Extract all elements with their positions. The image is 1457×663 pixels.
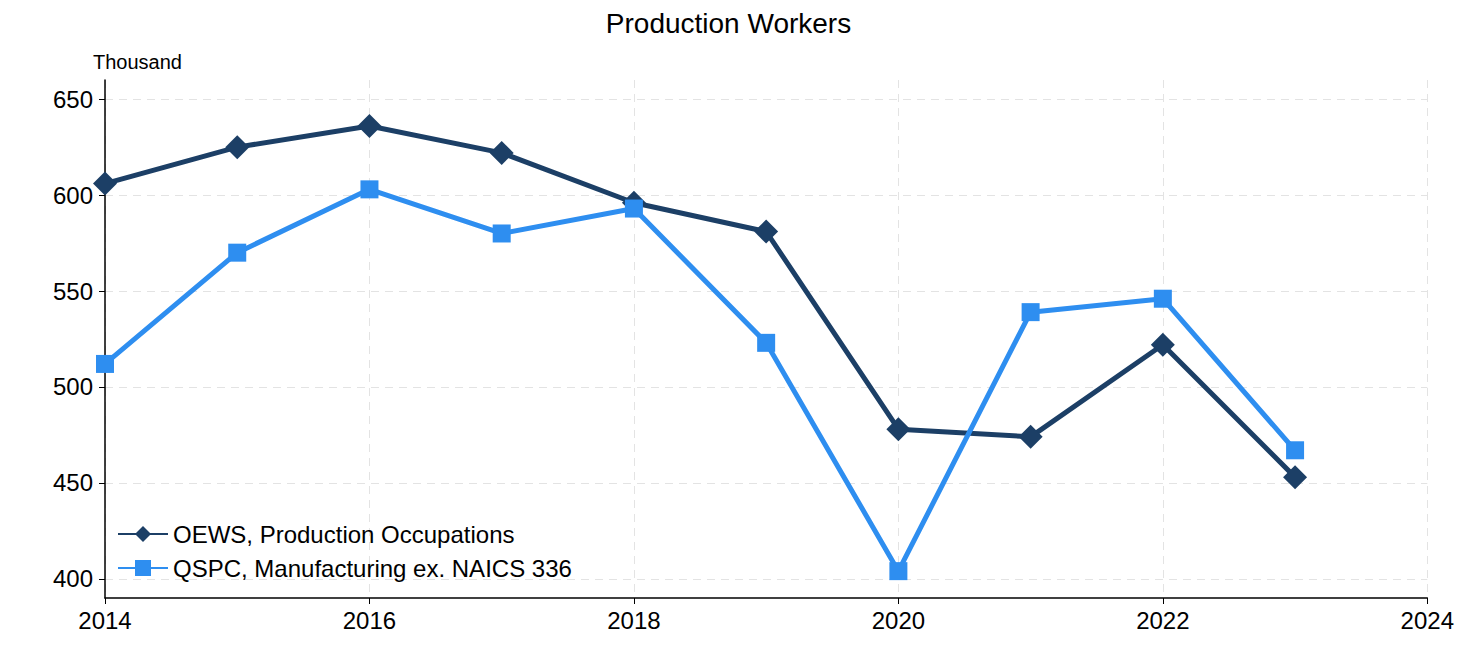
svg-text:2024: 2024 <box>1401 607 1454 634</box>
svg-text:QSPC, Manufacturing ex. NAICS: QSPC, Manufacturing ex. NAICS 336 <box>173 555 572 582</box>
svg-text:2020: 2020 <box>872 607 925 634</box>
svg-text:Thousand: Thousand <box>93 51 182 73</box>
svg-text:650: 650 <box>53 86 93 113</box>
svg-text:600: 600 <box>53 182 93 209</box>
svg-text:400: 400 <box>53 565 93 592</box>
svg-text:2018: 2018 <box>607 607 660 634</box>
svg-text:500: 500 <box>53 373 93 400</box>
svg-text:Production Workers: Production Workers <box>606 8 851 39</box>
svg-text:2022: 2022 <box>1136 607 1189 634</box>
svg-text:450: 450 <box>53 469 93 496</box>
svg-text:550: 550 <box>53 278 93 305</box>
svg-text:2014: 2014 <box>78 607 131 634</box>
svg-text:2016: 2016 <box>343 607 396 634</box>
svg-text:OEWS, Production Occupations: OEWS, Production Occupations <box>173 521 514 548</box>
